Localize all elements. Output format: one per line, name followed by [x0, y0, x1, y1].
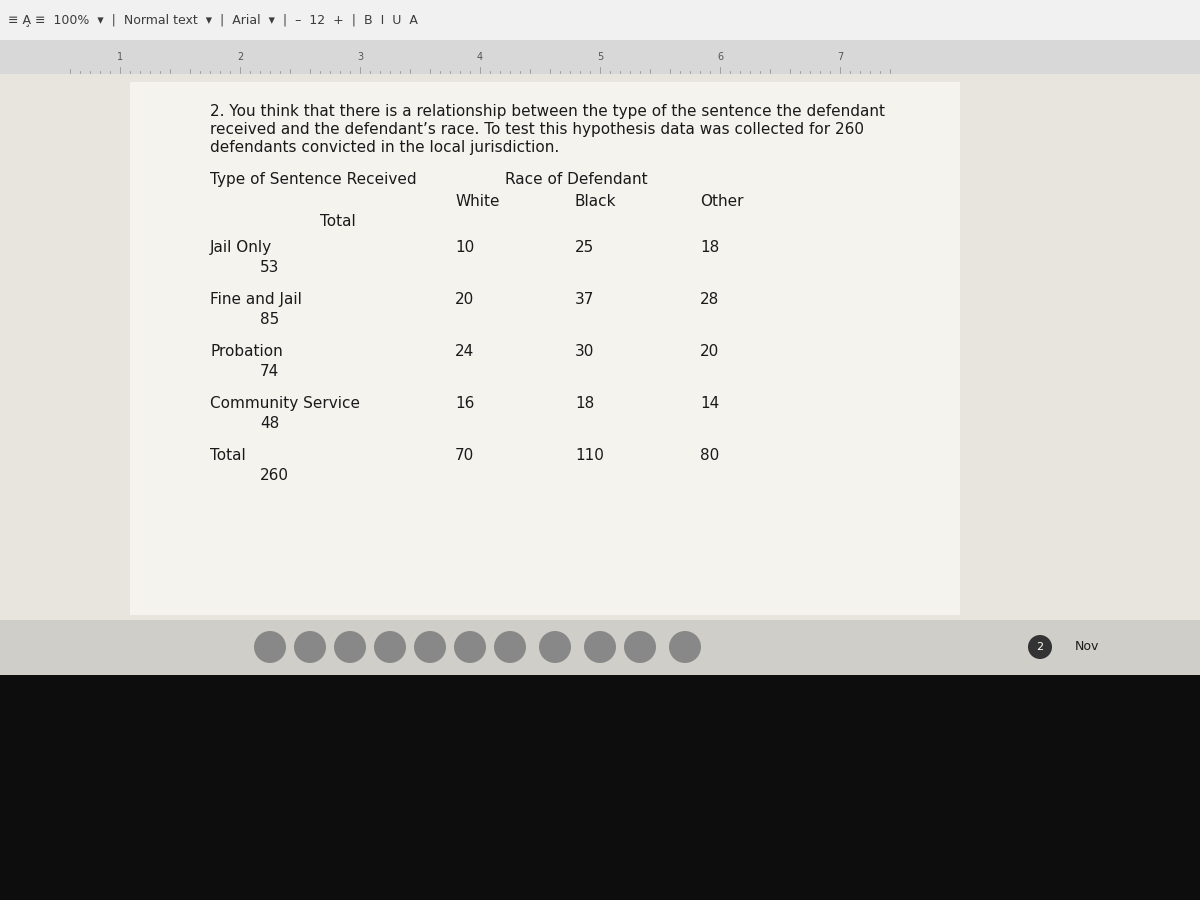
Text: 2: 2 [1037, 642, 1044, 652]
Bar [0, 620, 1200, 675]
Text: received and the defendant’s race. To test this hypothesis data was collected fo: received and the defendant’s race. To te… [210, 122, 864, 137]
Circle shape [254, 631, 286, 663]
Text: ≡ A̧ ≡  100%  ▾  |  Normal text  ▾  |  Arial  ▾  |  –  12  +  |  B  I  U  A: ≡ A̧ ≡ 100% ▾ | Normal text ▾ | Arial ▾ … [8, 14, 418, 26]
Text: Community Service: Community Service [210, 396, 360, 411]
Text: 74: 74 [260, 364, 280, 379]
Text: 4: 4 [476, 52, 484, 62]
Text: 2: 2 [236, 52, 244, 62]
Text: Total: Total [320, 214, 355, 229]
Text: Other: Other [700, 194, 744, 209]
Text: 18: 18 [575, 396, 594, 411]
Circle shape [584, 631, 616, 663]
Text: 18: 18 [700, 240, 719, 255]
Text: 20: 20 [455, 292, 474, 307]
Circle shape [1028, 635, 1052, 659]
Text: 5: 5 [596, 52, 604, 62]
Text: Race of Defendant: Race of Defendant [505, 172, 648, 187]
Text: Black: Black [575, 194, 617, 209]
Text: 30: 30 [575, 344, 594, 359]
Text: 110: 110 [575, 448, 604, 463]
Circle shape [539, 631, 571, 663]
Text: 24: 24 [455, 344, 474, 359]
Text: 16: 16 [455, 396, 474, 411]
Text: White: White [455, 194, 499, 209]
Text: 48: 48 [260, 416, 280, 431]
Text: Fine and Jail: Fine and Jail [210, 292, 302, 307]
Circle shape [670, 631, 701, 663]
Text: Total: Total [210, 448, 246, 463]
Bar [130, 82, 960, 615]
Text: 6: 6 [716, 52, 724, 62]
Text: 85: 85 [260, 312, 280, 327]
Circle shape [494, 631, 526, 663]
Bar [0, 40, 1200, 74]
Text: 53: 53 [260, 260, 280, 275]
Text: 3: 3 [356, 52, 364, 62]
Circle shape [334, 631, 366, 663]
Bar [0, 0, 1200, 40]
Text: defendants convicted in the local jurisdiction.: defendants convicted in the local jurisd… [210, 140, 559, 155]
Bar [0, 74, 1200, 620]
Text: 80: 80 [700, 448, 719, 463]
Text: Jail Only: Jail Only [210, 240, 272, 255]
Bar [0, 675, 1200, 900]
Text: Probation: Probation [210, 344, 283, 359]
Text: 1: 1 [116, 52, 124, 62]
Circle shape [454, 631, 486, 663]
Text: Type of Sentence Received: Type of Sentence Received [210, 172, 416, 187]
Text: 37: 37 [575, 292, 594, 307]
Text: 260: 260 [260, 468, 289, 483]
Circle shape [374, 631, 406, 663]
Text: 2. You think that there is a relationship between the type of the sentence the d: 2. You think that there is a relationshi… [210, 104, 886, 119]
Text: 28: 28 [700, 292, 719, 307]
Text: 10: 10 [455, 240, 474, 255]
Text: Nov: Nov [1075, 641, 1099, 653]
Text: 70: 70 [455, 448, 474, 463]
Circle shape [624, 631, 656, 663]
Text: 7: 7 [836, 52, 844, 62]
Circle shape [414, 631, 446, 663]
Text: 20: 20 [700, 344, 719, 359]
Text: 14: 14 [700, 396, 719, 411]
Text: 25: 25 [575, 240, 594, 255]
Circle shape [294, 631, 326, 663]
